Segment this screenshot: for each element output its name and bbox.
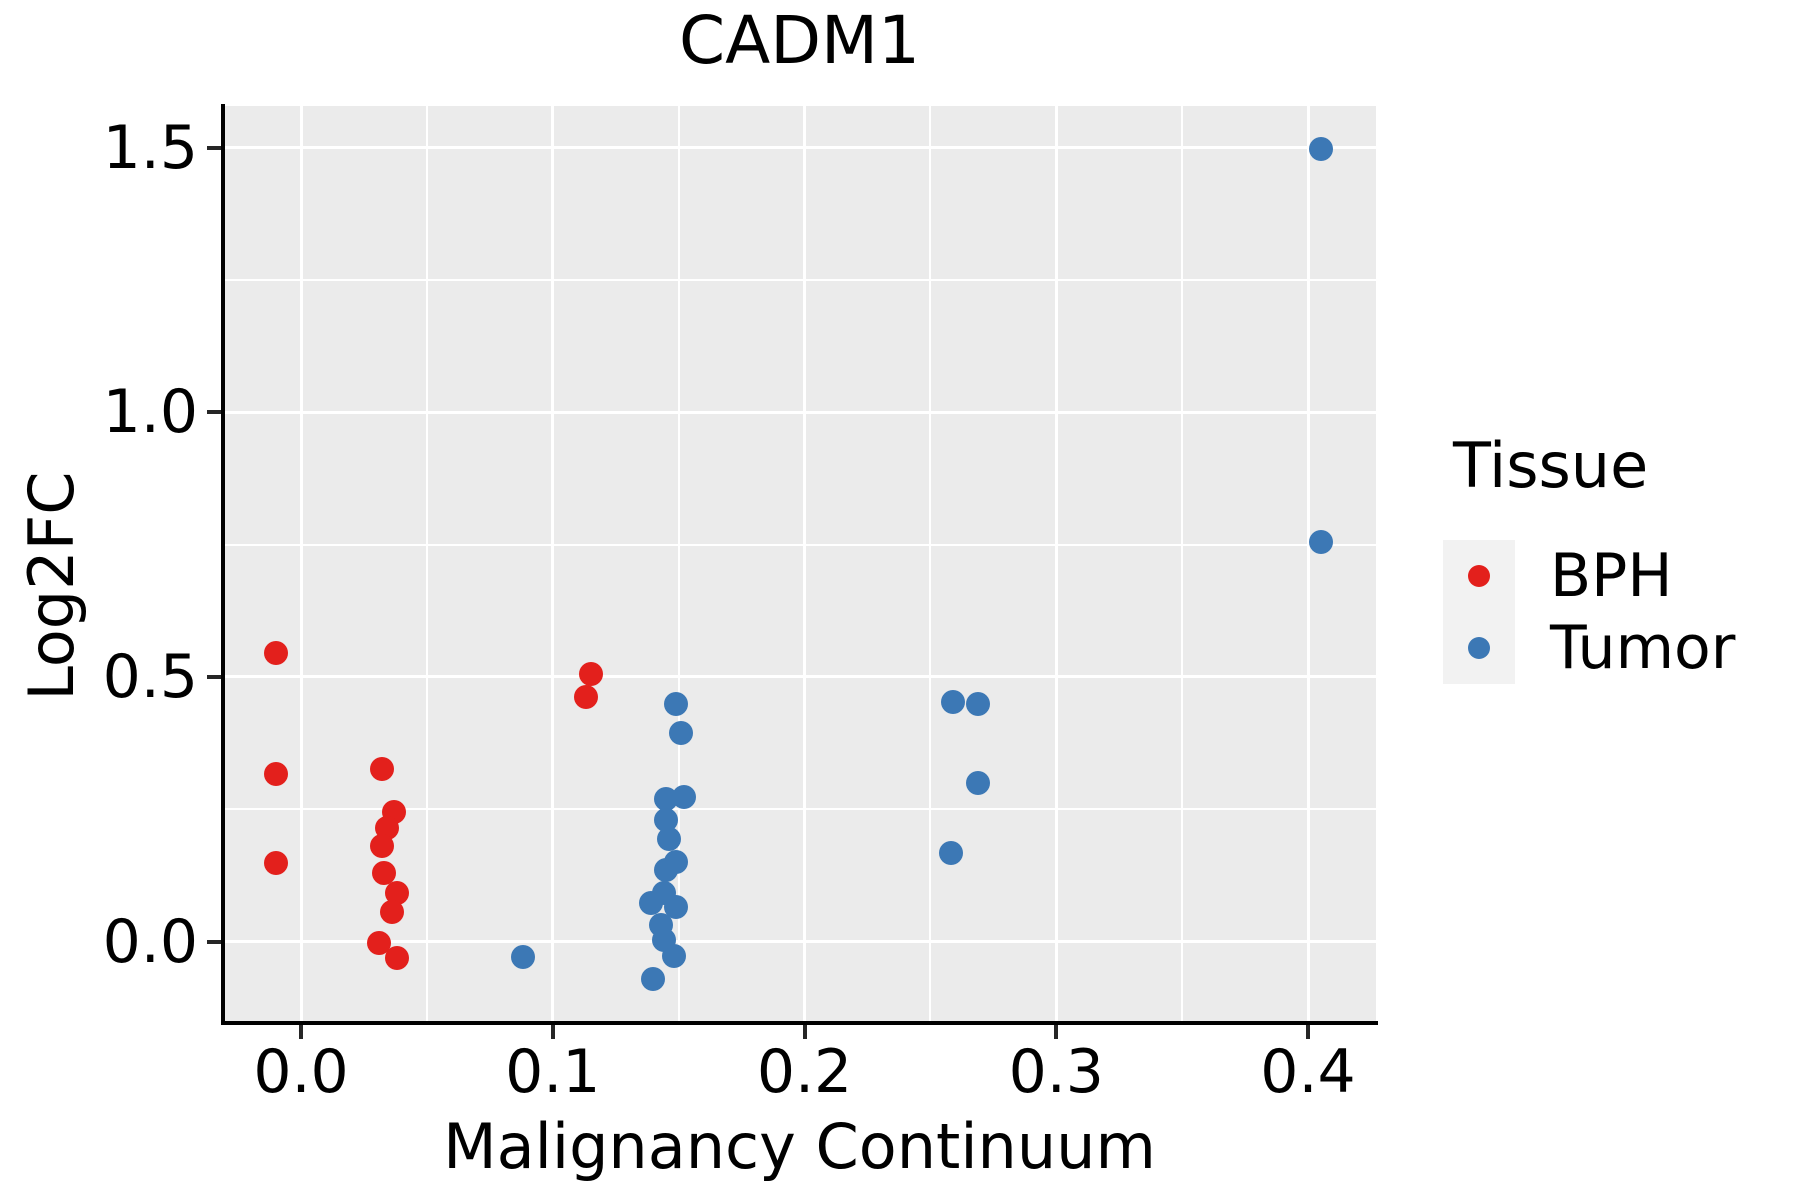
x-axis-line: [221, 1021, 1378, 1025]
legend-label-bph: BPH: [1550, 541, 1673, 611]
data-point-tumor: [966, 691, 991, 716]
y-axis-line: [221, 104, 225, 1025]
data-point-tumor: [941, 689, 966, 714]
minor-gridline-y: [223, 279, 1376, 282]
data-point-bph: [369, 833, 394, 858]
data-point-bph: [379, 899, 404, 924]
legend-key-tumor: [1443, 612, 1515, 684]
x-tick: [1306, 1025, 1311, 1039]
data-point-bph: [369, 757, 394, 781]
data-point-bph: [578, 661, 603, 686]
minor-gridline-x: [1181, 106, 1184, 1023]
minor-gridline-x: [425, 106, 428, 1023]
legend-title: Tissue: [1453, 429, 1649, 502]
data-point-tumor: [661, 944, 686, 969]
major-gridline-y: [223, 410, 1376, 414]
y-tick-label: 1.5: [102, 112, 198, 183]
x-tick-label: 0.0: [253, 1037, 349, 1107]
y-tick: [207, 410, 221, 415]
x-tick: [1054, 1025, 1059, 1039]
major-gridline-x: [1306, 106, 1310, 1023]
data-point-tumor: [510, 944, 535, 969]
x-tick-label: 0.3: [1008, 1037, 1104, 1107]
major-gridline-y: [223, 940, 1376, 943]
minor-gridline-y: [223, 808, 1376, 811]
legend-label-tumor: Tumor: [1550, 613, 1736, 683]
data-point-bph: [263, 761, 288, 786]
chart-title: CADM1: [679, 2, 920, 79]
tumor-dot-icon: [1468, 637, 1490, 659]
minor-gridline-x: [929, 106, 932, 1023]
legend-key-bph: [1443, 540, 1515, 612]
x-tick: [299, 1025, 304, 1039]
bph-dot-icon: [1468, 565, 1490, 587]
major-gridline-x: [299, 106, 303, 1023]
data-point-tumor: [656, 826, 681, 851]
y-axis-label: Log2FC: [15, 471, 88, 701]
data-point-tumor: [638, 891, 663, 916]
y-tick: [207, 674, 221, 679]
data-point-tumor: [664, 691, 689, 716]
data-point-tumor: [641, 967, 666, 992]
data-point-bph: [384, 945, 409, 970]
data-point-bph: [263, 641, 288, 666]
x-tick-label: 0.2: [756, 1037, 853, 1107]
major-gridline-y: [223, 146, 1376, 150]
major-gridline-x: [551, 106, 555, 1023]
data-point-tumor: [1308, 136, 1333, 161]
plot-area: [223, 106, 1376, 1023]
minor-gridline-x: [677, 106, 680, 1023]
x-tick-label: 0.4: [1260, 1037, 1356, 1107]
major-gridline-y: [223, 675, 1376, 679]
minor-gridline-y: [223, 543, 1376, 546]
data-point-tumor: [669, 721, 694, 746]
y-tick-label: 1.0: [102, 377, 198, 448]
data-point-tumor: [671, 785, 696, 810]
data-point-tumor: [938, 841, 963, 866]
data-point-bph: [573, 685, 598, 710]
data-point-bph: [263, 851, 288, 876]
y-tick-label: 0.5: [102, 641, 198, 712]
x-tick: [550, 1025, 555, 1039]
data-point-tumor: [654, 858, 679, 883]
x-axis-label: Malignancy Continuum: [443, 1110, 1156, 1183]
y-tick-label: 0.0: [102, 906, 198, 977]
x-tick: [802, 1025, 807, 1039]
major-gridline-x: [1054, 106, 1058, 1023]
y-tick: [207, 145, 221, 150]
y-tick: [207, 939, 221, 944]
x-tick-label: 0.1: [505, 1037, 601, 1107]
data-point-tumor: [966, 770, 991, 795]
major-gridline-x: [803, 106, 807, 1023]
data-point-tumor: [1308, 530, 1333, 554]
